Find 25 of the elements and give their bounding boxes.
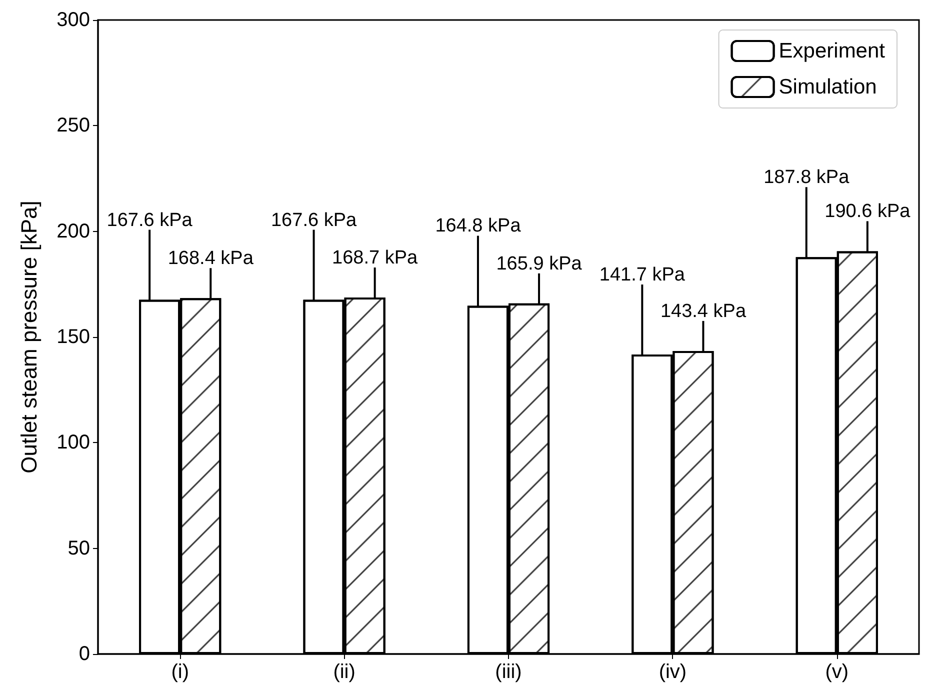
y-tick-label: 150 <box>56 326 90 348</box>
data-label: 164.8 kPa <box>435 216 522 237</box>
y-axis-title: Outlet steam pressure [kPa] <box>16 200 42 474</box>
data-label: 190.6 kPa <box>824 201 911 222</box>
data-label: 167.6 kPa <box>106 210 193 231</box>
data-label: 167.6 kPa <box>270 210 357 231</box>
x-tick-label: (i) <box>171 661 189 683</box>
y-tick-label: 100 <box>56 432 90 454</box>
data-label: 168.7 kPa <box>332 247 418 268</box>
data-label: 143.4 kPa <box>660 300 746 322</box>
data-label: 168.4 kPa <box>168 248 254 270</box>
data-label: 187.8 kPa <box>764 167 850 188</box>
x-tick-label: (v) <box>825 661 849 683</box>
y-tick-label: 200 <box>56 220 90 242</box>
x-tick-label: (iii) <box>495 661 522 683</box>
y-tick-label: 0 <box>78 643 90 665</box>
y-tick-label: 50 <box>68 537 90 560</box>
x-tick-label: (ii) <box>333 661 356 683</box>
data-label: 141.7 kPa <box>599 264 686 286</box>
data-label: 165.9 kPa <box>496 253 582 274</box>
y-tick-label: 250 <box>56 114 90 137</box>
y-tick-label: 300 <box>56 9 90 31</box>
legend-label: Experiment <box>778 40 886 62</box>
x-tick-label: (iv) <box>658 661 687 683</box>
legend-label: Simulation <box>778 76 877 98</box>
